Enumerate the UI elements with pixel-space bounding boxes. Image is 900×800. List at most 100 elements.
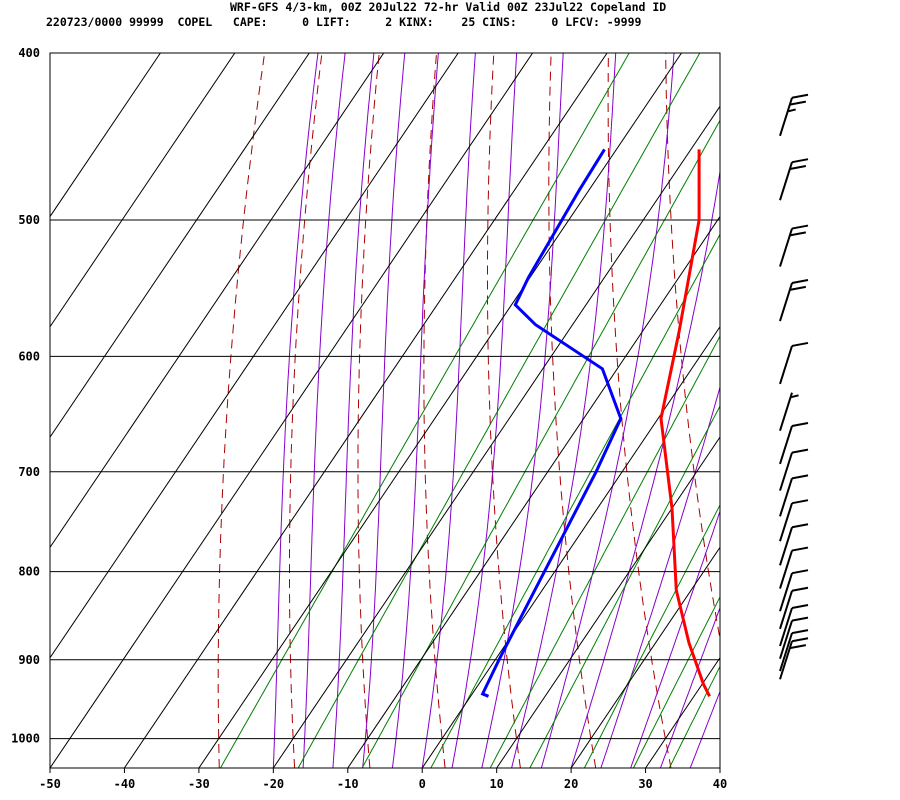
isotherm <box>50 53 161 218</box>
dry-adiabat <box>665 53 720 642</box>
moist-adiabat <box>689 690 720 768</box>
barb-staff <box>779 550 793 589</box>
isotherm <box>496 436 720 768</box>
dewpoint-profile <box>480 148 623 698</box>
barb-staff <box>779 392 793 432</box>
x-tick-label: -40 <box>114 777 136 791</box>
barb-flag <box>791 546 809 552</box>
barb-staff <box>779 478 793 517</box>
barb-flag <box>791 279 809 285</box>
barb-flag <box>789 165 807 171</box>
mixing-ratio-line <box>668 665 720 768</box>
isotherm <box>50 53 236 328</box>
stability-indices: 220723/0000 99999 COPEL CAPE: 0 LIFT: 2 … <box>46 15 642 29</box>
x-tick-label: 40 <box>713 777 727 791</box>
wind-barb <box>779 523 809 566</box>
x-tick-label: -50 <box>39 777 61 791</box>
barb-staff <box>779 228 793 267</box>
isotherm <box>421 325 720 768</box>
wind-barb <box>779 604 809 647</box>
barb-flag <box>791 629 809 635</box>
y-tick-label: 800 <box>18 565 40 579</box>
wind-barb <box>779 616 809 659</box>
wind-barb <box>779 569 809 612</box>
wind-barb <box>779 224 809 267</box>
y-tick-label: 700 <box>18 465 40 479</box>
wind-barb <box>779 158 809 201</box>
barb-flag <box>791 604 809 609</box>
barb-staff <box>779 502 793 542</box>
x-tick-label: 20 <box>564 777 578 791</box>
wind-barbs <box>779 93 809 680</box>
barb-flag <box>791 474 809 480</box>
barb-flag <box>789 644 807 650</box>
wind-barb <box>779 279 809 322</box>
mixing-ratio-line <box>529 405 720 768</box>
barb-staff <box>779 161 793 201</box>
temperature-profile <box>659 149 711 697</box>
moist-adiabat <box>362 53 406 768</box>
plot-frame <box>49 52 721 769</box>
mixing-ratio-line <box>632 595 720 768</box>
barb-flag <box>789 231 807 237</box>
x-tick-label: 10 <box>489 777 503 791</box>
isotherm <box>719 767 720 768</box>
barb-staff <box>779 632 793 672</box>
mixing-ratio-line <box>489 335 720 768</box>
isotherm <box>198 53 682 768</box>
plot-area: -50 -40 -30 -20 -10 0 10 20 30 40 400 500 600 700 800 9… <box>11 46 900 791</box>
dry-adiabat <box>838 53 900 768</box>
y-tick-label: 1000 <box>11 732 40 746</box>
x-tick-label: -10 <box>337 777 359 791</box>
barb-staff <box>779 452 793 491</box>
barb-flag <box>791 616 809 622</box>
dry-adiabat <box>217 53 266 768</box>
x-tick-label: 30 <box>638 777 652 791</box>
barb-flag <box>789 285 807 291</box>
moist-adiabat <box>451 53 518 768</box>
y-tick-label: 600 <box>18 349 40 363</box>
isotherm <box>50 53 385 549</box>
wind-barb <box>779 586 809 630</box>
barb-flag <box>791 499 809 505</box>
barb-flag <box>789 100 807 106</box>
moist-adiabat <box>540 53 675 768</box>
moist-adiabat <box>391 53 439 768</box>
moist-adiabat <box>659 606 720 768</box>
barb-staff <box>779 640 793 680</box>
barb-staff <box>779 97 793 137</box>
barb-flag <box>791 448 809 454</box>
moist-adiabat <box>570 168 720 768</box>
moist-adiabat <box>481 53 564 768</box>
moist-adiabat <box>630 509 720 768</box>
dry-adiabat <box>487 53 521 768</box>
dry-adiabat <box>607 53 672 768</box>
barb-flag <box>791 341 809 347</box>
plot-lines <box>50 53 900 768</box>
moist-adiabat <box>332 53 375 768</box>
moist-adiabat <box>600 385 720 768</box>
barb-flag <box>791 569 809 575</box>
barb-staff <box>779 345 793 385</box>
isotherm <box>50 53 459 659</box>
wind-barb <box>779 93 809 137</box>
isotherm <box>272 105 720 768</box>
wind-barb <box>779 637 809 680</box>
mixing-ratio-line <box>430 233 720 768</box>
dry-adiabat <box>357 53 380 768</box>
mixing-ratio-line <box>220 53 630 768</box>
isotherm <box>347 215 720 768</box>
wind-barb <box>779 546 809 589</box>
barb-flag <box>791 422 809 427</box>
x-tick-label: -30 <box>188 777 210 791</box>
x-tick-label: -20 <box>262 777 284 791</box>
barb-half-flag <box>787 108 796 113</box>
wind-barb <box>779 629 809 672</box>
x-tick-label: 0 <box>419 777 426 791</box>
barb-staff <box>779 572 793 612</box>
wind-barb <box>779 422 809 465</box>
wind-barb <box>779 448 809 491</box>
barb-staff <box>779 526 793 566</box>
mixing-ratio-line <box>361 119 720 768</box>
